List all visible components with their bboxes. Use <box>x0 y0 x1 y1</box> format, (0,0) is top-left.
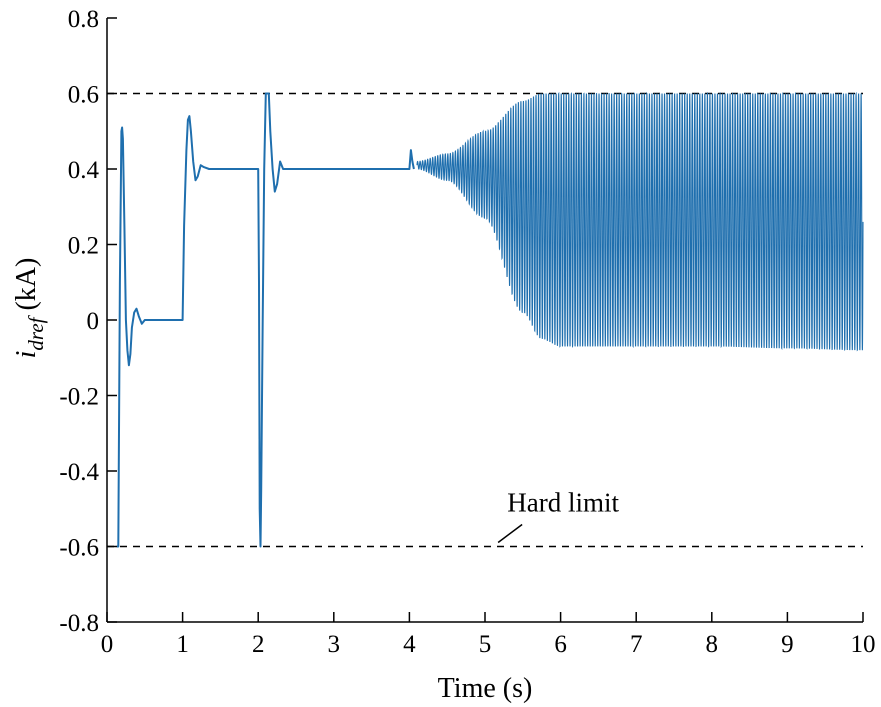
y-tick-label: 0.8 <box>68 6 99 33</box>
x-axis-label: Time (s) <box>438 673 533 704</box>
y-axis-label-main: i <box>11 351 42 359</box>
x-tick-label: 0 <box>101 631 114 658</box>
oscillation-line <box>416 91 864 352</box>
y-tick-label: 0.4 <box>68 157 100 184</box>
y-tick-label: 0.2 <box>68 233 99 260</box>
annotation-pointer <box>497 523 523 544</box>
hard-limit-annotation: Hard limit <box>497 488 619 544</box>
annotation-text: Hard limit <box>507 488 619 518</box>
x-tick-label: 1 <box>176 631 189 658</box>
y-tick-label: -0.2 <box>59 384 99 411</box>
y-tick-label: -0.8 <box>59 610 99 637</box>
data-series <box>116 92 415 548</box>
x-tick-label: 9 <box>781 631 794 658</box>
y-axis-label-unit: (kA) <box>11 258 42 318</box>
x-tick-label: 4 <box>403 631 416 658</box>
y-axis-label-group: idref (kA) <box>11 258 48 359</box>
oscillation-band <box>416 91 864 352</box>
y-ticks: 0.8 0.6 0.4 0.2 0 -0.2 -0.4 -0.6 -0.8 <box>59 6 117 637</box>
y-tick-label: 0 <box>87 308 100 335</box>
x-tick-label: 7 <box>630 631 643 658</box>
x-tick-label: 5 <box>479 631 492 658</box>
x-ticks: 0 1 2 3 4 5 6 7 8 9 10 <box>101 612 876 658</box>
hard-limit-lines <box>107 92 863 548</box>
y-axis-label-sub: dref <box>24 314 48 350</box>
x-tick-label: 3 <box>328 631 341 658</box>
x-tick-label: 10 <box>851 631 876 658</box>
y-tick-label: 0.6 <box>68 82 99 109</box>
y-tick-label: -0.6 <box>59 535 99 562</box>
series-line <box>116 92 415 548</box>
x-tick-label: 6 <box>554 631 567 658</box>
x-tick-label: 8 <box>706 631 719 658</box>
y-axis-label: idref (kA) <box>11 258 48 359</box>
y-tick-label: -0.4 <box>59 459 99 486</box>
x-tick-label: 2 <box>252 631 265 658</box>
